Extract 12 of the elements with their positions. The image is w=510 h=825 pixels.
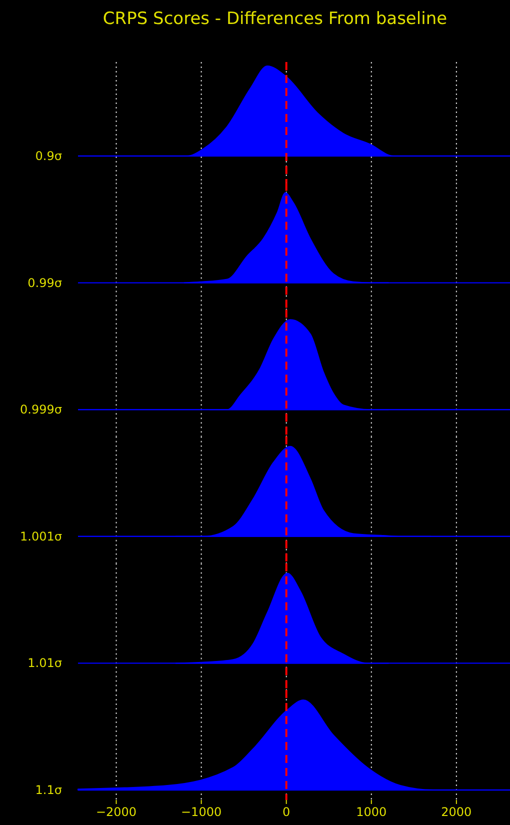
y-axis-title: 1.001σ bbox=[20, 529, 62, 544]
y-axis-title: 0.9σ bbox=[35, 149, 62, 163]
y-axis-title: 0.99σ bbox=[28, 276, 62, 290]
y-axis-title: 1.01σ bbox=[28, 656, 62, 670]
x-tick-label: −1000 bbox=[181, 805, 222, 819]
x-tick-label: −2000 bbox=[96, 805, 137, 819]
y-axis-title: 1.1σ bbox=[35, 783, 62, 797]
x-tick-label: 2000 bbox=[441, 805, 472, 819]
chart-title: CRPS Scores - Differences From baseline bbox=[102, 9, 448, 29]
x-tick-label: 1000 bbox=[356, 805, 387, 819]
y-axis-title: 0.999σ bbox=[20, 402, 62, 417]
x-tick-label: 0 bbox=[282, 805, 290, 819]
